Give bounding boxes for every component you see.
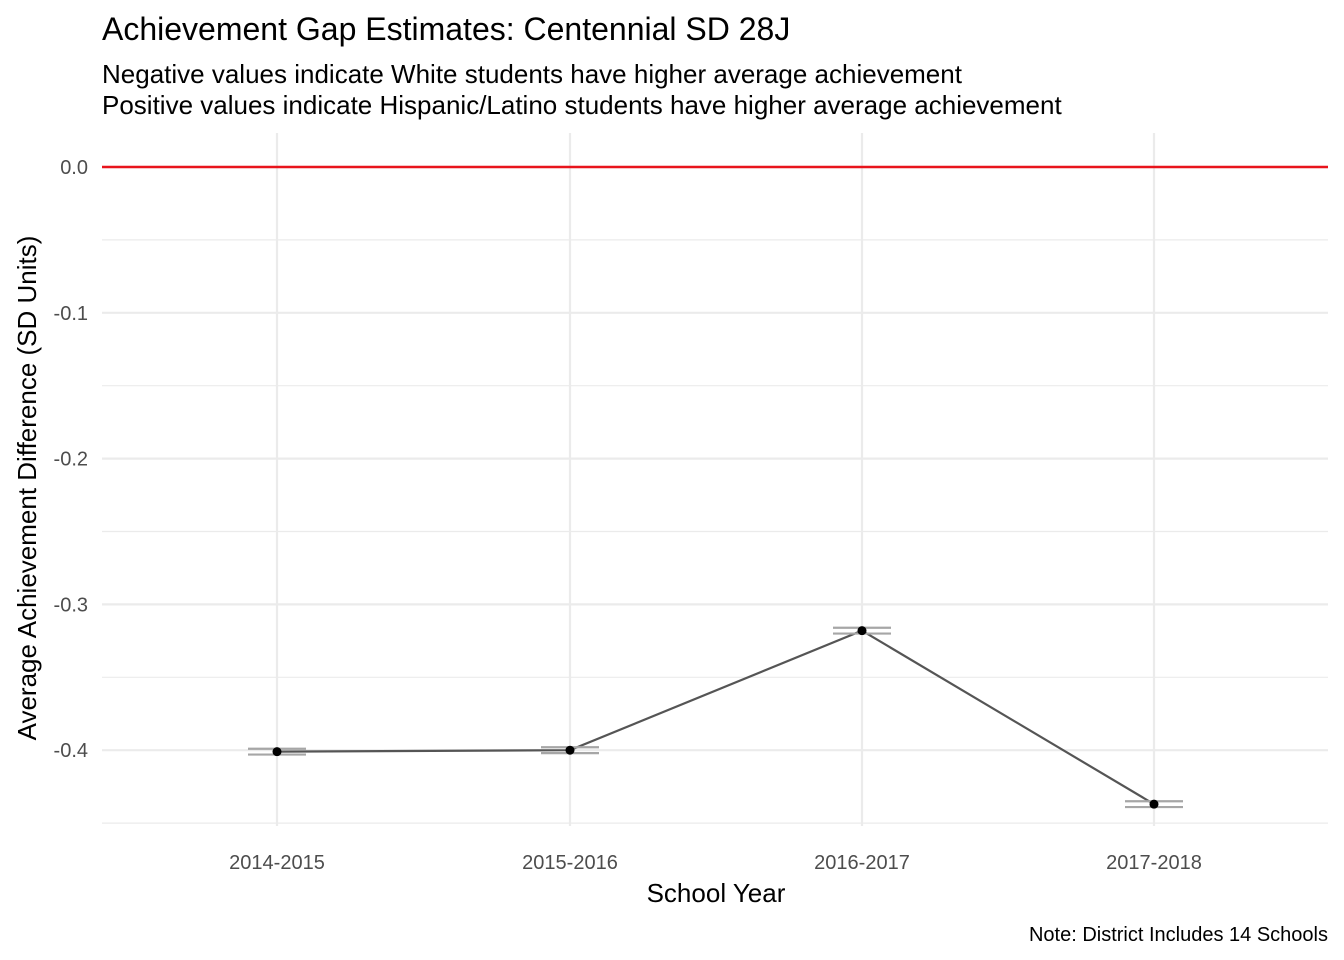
x-tick-label: 2015-2016 (522, 852, 618, 874)
x-axis-label: School Year (647, 878, 786, 908)
chart-caption: Note: District Includes 14 Schools (1029, 924, 1328, 946)
y-tick-label: 0.0 (60, 157, 88, 179)
x-tick-label: 2016-2017 (814, 852, 910, 874)
y-axis-label: Average Achievement Difference (SD Units… (12, 236, 42, 741)
y-tick-label: -0.1 (54, 303, 88, 325)
tick-labels: 0.0 -0.1 -0.2 -0.3 -0.4 2014-2015 2015-2016 201… (54, 157, 1202, 874)
y-tick-label: -0.4 (54, 740, 88, 762)
x-tick-label: 2017-2018 (1106, 852, 1202, 874)
chart-subtitle-line-1: Negative values indicate White students … (102, 59, 963, 89)
data-point (272, 747, 282, 757)
data-point (1149, 799, 1159, 809)
series (248, 626, 1183, 809)
chart-title: Achievement Gap Estimates: Centennial SD… (102, 11, 790, 47)
data-point (857, 626, 867, 636)
grid (102, 133, 1328, 826)
x-tick-label: 2014-2015 (229, 852, 325, 874)
series-line (276, 629, 1155, 806)
data-point (565, 745, 575, 755)
y-tick-label: -0.3 (54, 594, 88, 616)
y-tick-label: -0.2 (54, 449, 88, 471)
chart-subtitle-line-2: Positive values indicate Hispanic/Latino… (102, 90, 1062, 120)
